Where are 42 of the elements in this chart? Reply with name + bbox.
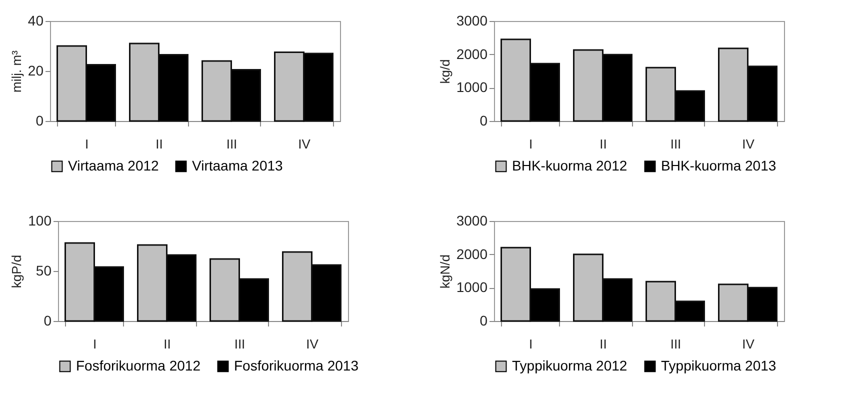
y-tick-label: 3000: [456, 212, 488, 228]
x-tick-label: III: [670, 336, 682, 352]
y-tick-label: 100: [28, 212, 52, 228]
x-tick-label: III: [670, 136, 682, 152]
y-tick-label: 0: [36, 112, 44, 128]
x-tick-label: IV: [298, 136, 311, 152]
y-tick-label: 20: [28, 62, 44, 78]
legend-label: Virtaama 2012: [68, 157, 160, 174]
y-axis-title: milj. m³: [8, 50, 24, 92]
legend-label: Fosforikuorma 2013: [234, 357, 359, 374]
x-tick-label: II: [164, 336, 171, 352]
x-tick-label: IV: [742, 336, 755, 352]
legend-label: Typpikuorma 2012: [512, 357, 628, 374]
y-tick-label: 1000: [456, 279, 488, 296]
y-tick-label: 1000: [456, 79, 488, 96]
legend-label: Typpikuorma 2013: [661, 357, 776, 374]
x-tick-label: II: [156, 136, 163, 152]
legend-label: Fosforikuorma 2012: [76, 357, 201, 374]
y-tick-label: 0: [480, 112, 488, 128]
y-tick-label: 0: [44, 312, 52, 328]
x-tick-label: I: [528, 136, 533, 152]
y-axis-title: kg/d: [437, 59, 452, 84]
x-tick-label: II: [600, 136, 607, 152]
y-tick-label: 2000: [456, 246, 488, 262]
y-axis-title: kgP/d: [9, 254, 24, 288]
y-tick-label: 0: [480, 312, 488, 328]
x-tick-label: III: [234, 336, 246, 352]
y-tick-label: 3000: [456, 12, 488, 28]
legend-label: Virtaama 2013: [192, 157, 284, 174]
x-tick-label: IV: [306, 336, 319, 352]
x-tick-label: I: [528, 336, 533, 352]
y-tick-label: 40: [28, 12, 44, 28]
x-tick-label: I: [84, 136, 89, 152]
y-axis-title: kgN/d: [437, 254, 452, 288]
x-tick-label: IV: [742, 136, 755, 152]
x-tick-label: III: [226, 136, 238, 152]
y-tick-label: 2000: [456, 46, 488, 62]
y-tick-label: 50: [36, 262, 52, 278]
legend-label: BHK-kuorma 2013: [661, 157, 776, 174]
legend-label: BHK-kuorma 2012: [512, 157, 628, 174]
x-tick-label: II: [600, 336, 607, 352]
x-tick-label: I: [92, 336, 97, 352]
